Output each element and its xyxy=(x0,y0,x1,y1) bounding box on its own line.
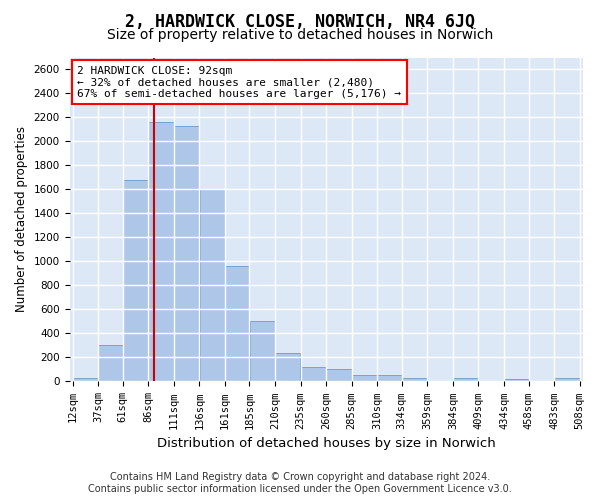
Text: 2 HARDWICK CLOSE: 92sqm
← 32% of detached houses are smaller (2,480)
67% of semi: 2 HARDWICK CLOSE: 92sqm ← 32% of detache… xyxy=(77,66,401,99)
Bar xyxy=(148,122,173,382)
Bar xyxy=(275,352,301,382)
Bar xyxy=(98,346,122,382)
Bar xyxy=(301,367,326,382)
Bar xyxy=(123,180,148,382)
Bar xyxy=(352,376,377,382)
Bar xyxy=(73,378,98,382)
Text: Contains HM Land Registry data © Crown copyright and database right 2024.
Contai: Contains HM Land Registry data © Crown c… xyxy=(88,472,512,494)
X-axis label: Distribution of detached houses by size in Norwich: Distribution of detached houses by size … xyxy=(157,437,496,450)
Bar xyxy=(250,322,275,382)
Bar xyxy=(504,379,529,382)
Text: Size of property relative to detached houses in Norwich: Size of property relative to detached ho… xyxy=(107,28,493,42)
Bar xyxy=(377,376,401,382)
Bar xyxy=(326,370,352,382)
Y-axis label: Number of detached properties: Number of detached properties xyxy=(15,126,28,312)
Text: 2, HARDWICK CLOSE, NORWICH, NR4 6JQ: 2, HARDWICK CLOSE, NORWICH, NR4 6JQ xyxy=(125,12,475,30)
Bar xyxy=(174,126,199,382)
Bar xyxy=(402,378,427,382)
Bar xyxy=(225,266,250,382)
Bar xyxy=(554,378,580,382)
Bar xyxy=(200,190,225,382)
Bar xyxy=(453,378,478,382)
